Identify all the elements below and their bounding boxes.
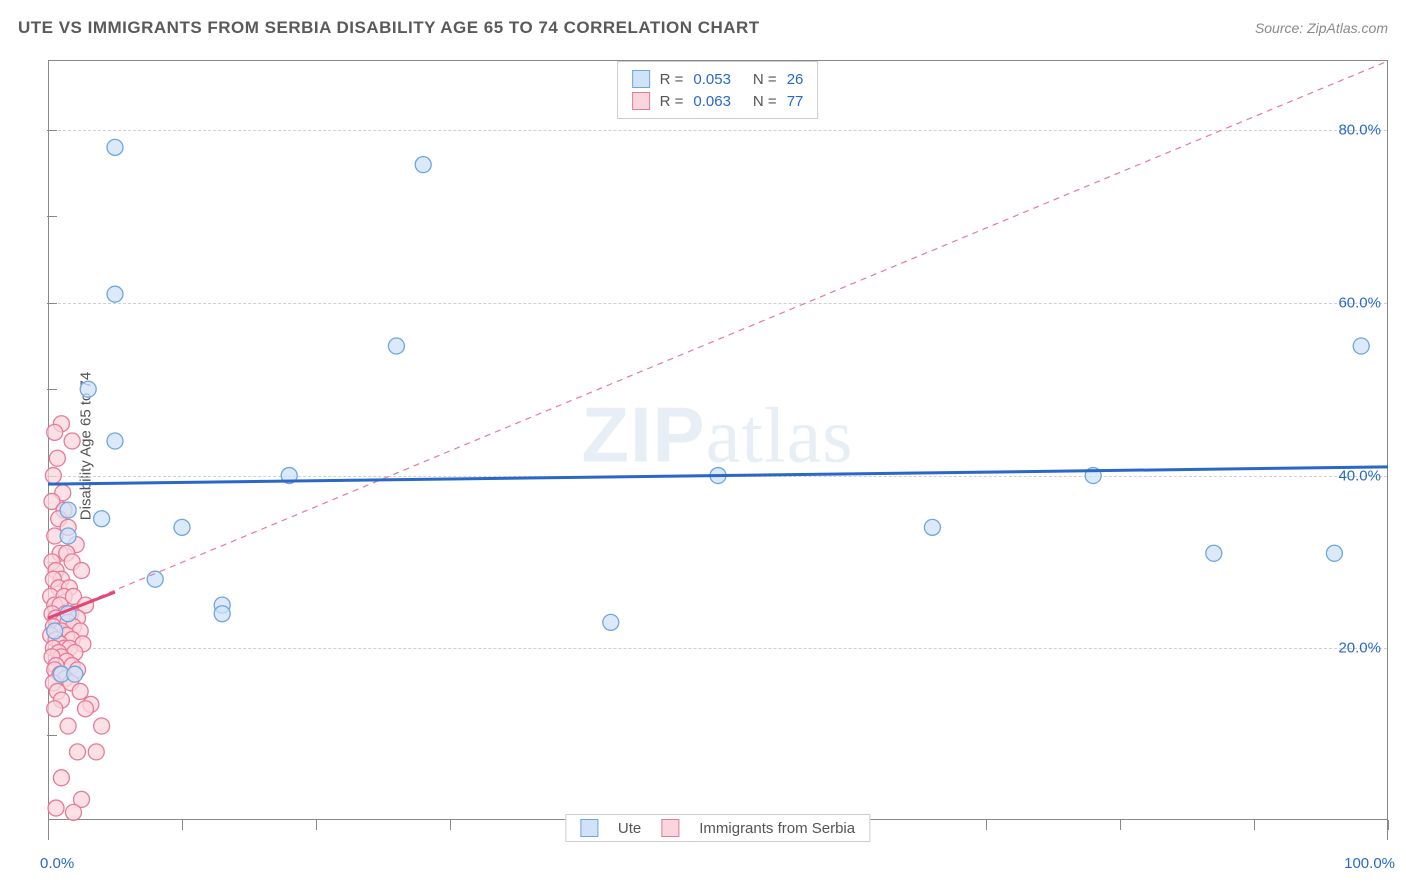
legend-r-label: R = — [660, 71, 684, 88]
chart-source: Source: ZipAtlas.com — [1255, 20, 1388, 36]
scatter-svg — [48, 61, 1387, 840]
chart-title: UTE VS IMMIGRANTS FROM SERBIA DISABILITY… — [18, 18, 760, 38]
legend-series: Ute Immigrants from Serbia — [565, 814, 870, 842]
x-axis-max-label: 100.0% — [1344, 855, 1395, 872]
legend-swatch-icon — [580, 819, 598, 837]
legend-r-label: R = — [660, 93, 684, 110]
legend-r-value: 0.053 — [693, 71, 731, 88]
legend-n-label: N = — [753, 71, 777, 88]
legend-n-value: 26 — [787, 71, 804, 88]
legend-n-value: 77 — [787, 93, 804, 110]
legend-series-label: Immigrants from Serbia — [699, 820, 855, 837]
legend-swatch-icon — [632, 70, 650, 88]
legend-r-value: 0.063 — [693, 93, 731, 110]
legend-stats-row: R = 0.053 N = 26 — [632, 68, 804, 90]
plot-area: ZIPatlas 20.0%40.0%60.0%80.0% R = 0.053 … — [48, 60, 1388, 840]
legend-stats: R = 0.053 N = 26 R = 0.063 N = 77 — [617, 61, 819, 119]
legend-swatch-icon — [632, 92, 650, 110]
legend-series-label: Ute — [618, 820, 641, 837]
legend-stats-row: R = 0.063 N = 77 — [632, 90, 804, 112]
legend-n-label: N = — [753, 93, 777, 110]
x-axis-min-label: 0.0% — [40, 855, 74, 872]
legend-swatch-icon — [661, 819, 679, 837]
